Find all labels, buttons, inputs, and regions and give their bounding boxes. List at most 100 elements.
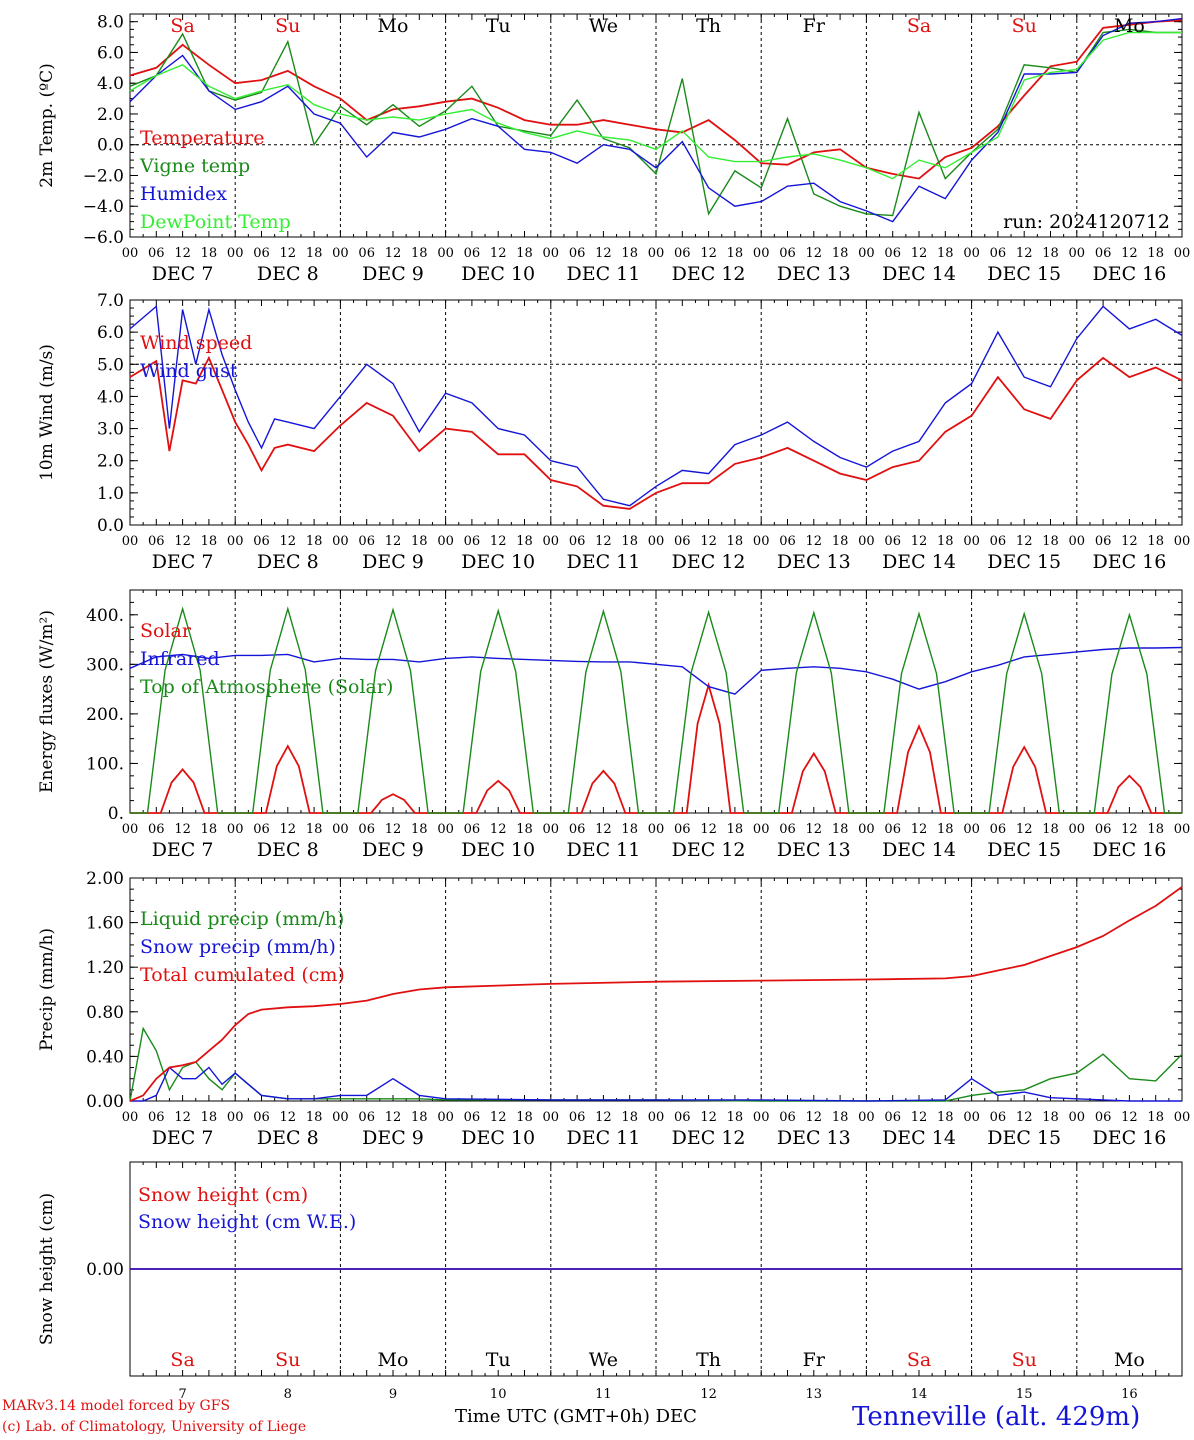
hour-tick-label: 00 xyxy=(543,1110,560,1125)
y-axis-label: Snow height (cm) xyxy=(37,1193,57,1345)
hour-tick-label: 06 xyxy=(464,534,481,549)
hour-tick-label: 18 xyxy=(1147,246,1164,261)
hour-tick-label: 18 xyxy=(621,246,638,261)
hour-tick-label: 00 xyxy=(227,1110,244,1125)
y-tick-label: −6.0 xyxy=(83,228,124,248)
hour-tick-label: 18 xyxy=(1042,246,1059,261)
hour-tick-label: 00 xyxy=(1069,822,1086,837)
hour-tick-label: 12 xyxy=(1121,1110,1138,1125)
date-label: DEC 7 xyxy=(152,1127,214,1149)
series-line-dewpoint-temp xyxy=(129,31,1182,180)
hour-tick-label: 00 xyxy=(227,822,244,837)
legend-wind-speed: Wind speed xyxy=(140,332,252,354)
hour-tick-label: 00 xyxy=(543,822,560,837)
hour-tick-label: 12 xyxy=(385,1110,402,1125)
series-line-wind-speed xyxy=(129,355,1183,510)
hour-tick-label: 06 xyxy=(569,1110,586,1125)
series-line-snow-precip-mm-h- xyxy=(130,1066,1182,1102)
y-axis-label: 2m Temp. (ºC) xyxy=(37,63,57,188)
y-tick-label: 4.0 xyxy=(97,387,124,407)
hour-tick-label: 06 xyxy=(464,246,481,261)
hour-tick-label: 00 xyxy=(227,534,244,549)
hour-tick-label: 12 xyxy=(911,1110,928,1125)
hour-tick-label: 06 xyxy=(779,534,796,549)
hour-tick-label: 06 xyxy=(779,822,796,837)
hour-tick-label: 00 xyxy=(122,1110,139,1125)
date-label: DEC 12 xyxy=(672,263,746,285)
panel-frame-2 xyxy=(129,299,1183,526)
hour-tick-label: 06 xyxy=(779,246,796,261)
hour-tick-label: 00 xyxy=(753,246,770,261)
y-tick-label: 0.80 xyxy=(86,1003,124,1023)
date-label: DEC 16 xyxy=(1092,551,1166,573)
date-label: DEC 8 xyxy=(257,263,319,285)
hour-tick-label: 18 xyxy=(306,1110,323,1125)
hour-tick-label: 12 xyxy=(1016,822,1033,837)
date-label: DEC 12 xyxy=(672,839,746,861)
y-tick-label: 0.0 xyxy=(97,516,124,536)
hour-tick-label: 18 xyxy=(727,246,744,261)
hour-tick-label: 06 xyxy=(253,1110,270,1125)
legend-dewpoint-temp: DewPoint Temp xyxy=(140,211,291,233)
hour-tick-label: 18 xyxy=(621,1110,638,1125)
day-name-bottom: Th xyxy=(696,1349,721,1371)
hour-tick-label: 06 xyxy=(253,246,270,261)
hour-tick-label: 00 xyxy=(648,534,665,549)
hour-tick-label: 06 xyxy=(1095,822,1112,837)
hour-tick-label: 12 xyxy=(1016,1110,1033,1125)
date-label: DEC 15 xyxy=(987,839,1061,861)
hour-tick-label: 12 xyxy=(700,822,717,837)
hour-tick-label: 06 xyxy=(990,822,1007,837)
station-name: Tenneville (alt. 429m) xyxy=(852,1402,1141,1432)
day-number: 10 xyxy=(490,1387,507,1402)
day-name-bottom: Fr xyxy=(803,1349,826,1371)
hour-tick-label: 18 xyxy=(832,534,849,549)
hour-tick-label: 12 xyxy=(806,534,823,549)
legend-temperature: Temperature xyxy=(140,127,264,149)
day-name-bottom: Su xyxy=(275,1349,300,1371)
hour-tick-label: 18 xyxy=(306,822,323,837)
hour-tick-label: 12 xyxy=(700,1110,717,1125)
hour-tick-label: 06 xyxy=(884,822,901,837)
run-label: run: 2024120712 xyxy=(1003,211,1170,233)
hour-tick-label: 00 xyxy=(122,822,139,837)
hour-tick-label: 18 xyxy=(621,822,638,837)
date-label: DEC 9 xyxy=(362,263,424,285)
date-label: DEC 10 xyxy=(461,263,535,285)
y-axis-label: Energy fluxes (W/m²) xyxy=(37,610,57,793)
hour-tick-label: 00 xyxy=(1174,1110,1191,1125)
hour-tick-label: 12 xyxy=(490,822,507,837)
hour-tick-label: 18 xyxy=(516,534,533,549)
hour-tick-label: 00 xyxy=(858,534,875,549)
hour-tick-label: 00 xyxy=(543,246,560,261)
time-axis-label: Time UTC (GMT+0h) xyxy=(455,1406,650,1427)
day-name-top: Sa xyxy=(170,15,194,37)
hour-tick-label: 06 xyxy=(148,1110,165,1125)
model-credit: MARv3.14 model forced by GFS xyxy=(2,1398,231,1414)
hour-tick-label: 06 xyxy=(148,246,165,261)
series-line-top-of-atmosphere-solar- xyxy=(130,606,1182,814)
y-tick-label: 6.0 xyxy=(97,43,124,63)
hour-tick-label: 12 xyxy=(385,534,402,549)
y-axis-label: 10m Wind (m/s) xyxy=(37,344,57,481)
hour-tick-label: 06 xyxy=(569,534,586,549)
hour-tick-label: 06 xyxy=(990,534,1007,549)
hour-tick-label: 00 xyxy=(332,822,349,837)
date-label: DEC 11 xyxy=(566,263,640,285)
hour-tick-label: 00 xyxy=(1174,822,1191,837)
y-tick-label: 2.0 xyxy=(97,105,124,125)
date-label: DEC 13 xyxy=(777,1127,851,1149)
y-tick-label: 8.0 xyxy=(97,13,124,33)
hour-tick-label: 18 xyxy=(832,1110,849,1125)
hour-tick-label: 18 xyxy=(937,246,954,261)
date-label: DEC 8 xyxy=(257,551,319,573)
y-tick-label: 100. xyxy=(86,754,124,774)
hour-tick-label: 18 xyxy=(1147,822,1164,837)
y-tick-label: 2.0 xyxy=(97,452,124,472)
hour-tick-label: 06 xyxy=(464,822,481,837)
hour-tick-label: 06 xyxy=(884,534,901,549)
day-name-top: Th xyxy=(696,15,721,37)
hour-tick-label: 12 xyxy=(1121,246,1138,261)
series-line-infrared xyxy=(129,646,1183,695)
hour-tick-label: 12 xyxy=(806,822,823,837)
